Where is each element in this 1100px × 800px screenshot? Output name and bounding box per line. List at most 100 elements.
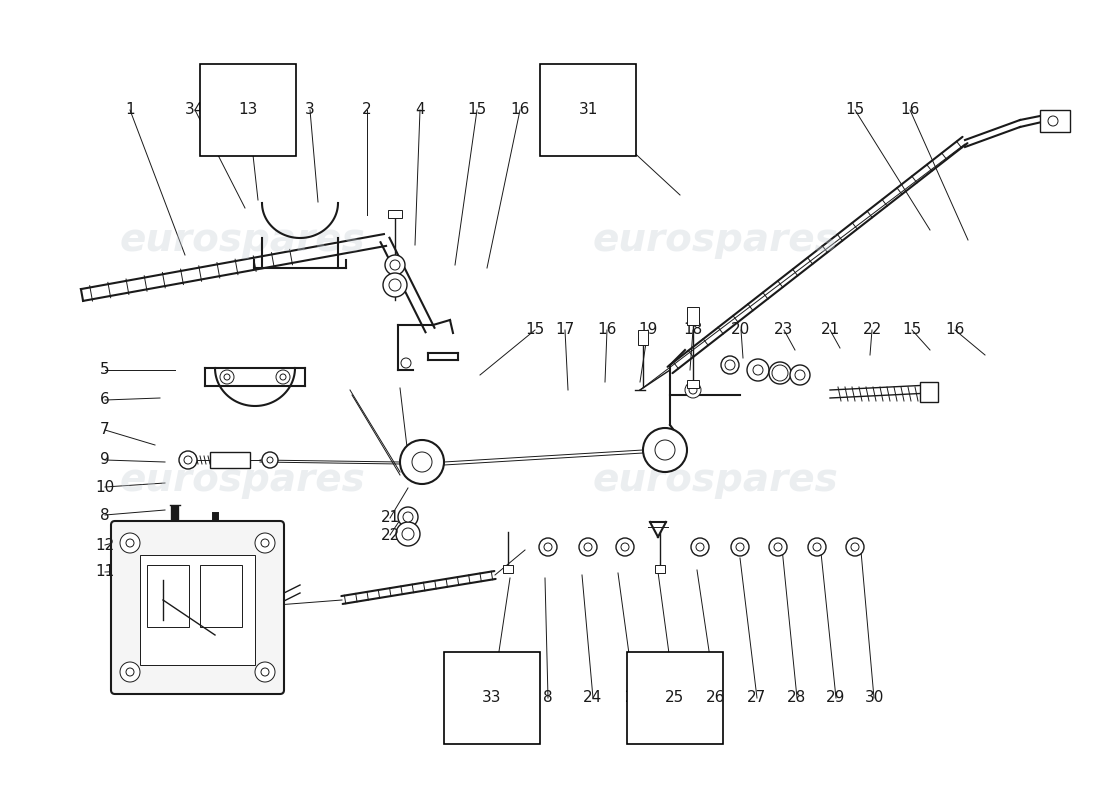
Text: 5: 5 xyxy=(100,362,110,378)
Circle shape xyxy=(790,365,810,385)
Circle shape xyxy=(696,543,704,551)
Circle shape xyxy=(747,359,769,381)
Circle shape xyxy=(396,522,420,546)
Text: 15: 15 xyxy=(902,322,922,338)
Text: 28: 28 xyxy=(788,690,806,706)
Circle shape xyxy=(772,365,788,381)
Bar xyxy=(688,307,698,325)
Circle shape xyxy=(184,456,192,464)
Circle shape xyxy=(255,533,275,553)
Circle shape xyxy=(383,273,407,297)
Text: 23: 23 xyxy=(774,322,794,338)
Circle shape xyxy=(685,382,701,398)
Text: 30: 30 xyxy=(865,690,883,706)
Circle shape xyxy=(400,440,444,484)
Circle shape xyxy=(389,279,402,291)
Text: 27: 27 xyxy=(747,690,767,706)
Circle shape xyxy=(280,374,286,380)
Circle shape xyxy=(774,543,782,551)
Circle shape xyxy=(126,668,134,676)
Circle shape xyxy=(584,543,592,551)
Text: 9: 9 xyxy=(100,453,110,467)
FancyBboxPatch shape xyxy=(111,521,284,694)
Circle shape xyxy=(261,668,270,676)
Circle shape xyxy=(725,360,735,370)
Text: 6: 6 xyxy=(100,393,110,407)
Text: 26: 26 xyxy=(706,690,726,706)
Circle shape xyxy=(402,528,414,540)
Circle shape xyxy=(262,452,278,468)
Circle shape xyxy=(120,533,140,553)
Text: 16: 16 xyxy=(945,322,965,338)
Text: eurospares: eurospares xyxy=(119,221,365,259)
Circle shape xyxy=(276,370,290,384)
Circle shape xyxy=(644,428,688,472)
Circle shape xyxy=(403,512,412,522)
Circle shape xyxy=(179,451,197,469)
Text: 31: 31 xyxy=(579,102,597,118)
Text: 19: 19 xyxy=(638,322,658,338)
Bar xyxy=(503,565,513,573)
Text: 2: 2 xyxy=(362,102,372,118)
Text: 16: 16 xyxy=(900,102,920,118)
Bar xyxy=(920,382,938,402)
Circle shape xyxy=(616,538,634,556)
Circle shape xyxy=(720,356,739,374)
Bar xyxy=(140,555,255,665)
Circle shape xyxy=(539,538,557,556)
Text: 29: 29 xyxy=(826,690,846,706)
Circle shape xyxy=(385,255,405,275)
Text: eurospares: eurospares xyxy=(592,221,838,259)
Text: 20: 20 xyxy=(732,322,750,338)
Circle shape xyxy=(754,365,763,375)
Text: 3: 3 xyxy=(305,102,315,118)
Circle shape xyxy=(402,358,411,368)
Text: 15: 15 xyxy=(846,102,865,118)
Circle shape xyxy=(579,538,597,556)
Text: 16: 16 xyxy=(510,102,530,118)
Text: 4: 4 xyxy=(415,102,425,118)
Text: 13: 13 xyxy=(239,102,257,118)
Circle shape xyxy=(769,362,791,384)
Text: 1: 1 xyxy=(125,102,135,118)
Circle shape xyxy=(224,374,230,380)
Text: 8: 8 xyxy=(543,690,553,706)
Text: 16: 16 xyxy=(597,322,617,338)
Circle shape xyxy=(261,539,270,547)
Circle shape xyxy=(851,543,859,551)
Text: 33: 33 xyxy=(482,690,502,706)
Circle shape xyxy=(126,539,134,547)
Text: 15: 15 xyxy=(468,102,486,118)
Bar xyxy=(388,210,401,218)
Circle shape xyxy=(732,538,749,556)
Text: 11: 11 xyxy=(96,565,114,579)
Circle shape xyxy=(691,538,710,556)
Bar xyxy=(210,452,250,468)
Circle shape xyxy=(544,543,552,551)
Circle shape xyxy=(736,543,744,551)
Text: 24: 24 xyxy=(626,690,645,706)
Circle shape xyxy=(621,543,629,551)
Bar xyxy=(1040,110,1070,132)
Text: 10: 10 xyxy=(96,479,114,494)
Text: 24: 24 xyxy=(583,690,603,706)
Bar xyxy=(638,330,648,345)
Circle shape xyxy=(769,538,786,556)
Text: 15: 15 xyxy=(526,322,544,338)
Circle shape xyxy=(390,260,400,270)
Circle shape xyxy=(1048,116,1058,126)
Circle shape xyxy=(220,370,234,384)
Text: 17: 17 xyxy=(556,322,574,338)
Circle shape xyxy=(412,452,432,472)
Bar xyxy=(688,380,698,388)
Circle shape xyxy=(808,538,826,556)
Bar xyxy=(147,565,189,627)
Circle shape xyxy=(120,662,140,682)
Text: 25: 25 xyxy=(666,690,684,706)
Text: eurospares: eurospares xyxy=(119,461,365,499)
Text: 8: 8 xyxy=(100,507,110,522)
Bar xyxy=(654,565,666,573)
Circle shape xyxy=(689,386,697,394)
Circle shape xyxy=(795,370,805,380)
Text: 22: 22 xyxy=(862,322,881,338)
